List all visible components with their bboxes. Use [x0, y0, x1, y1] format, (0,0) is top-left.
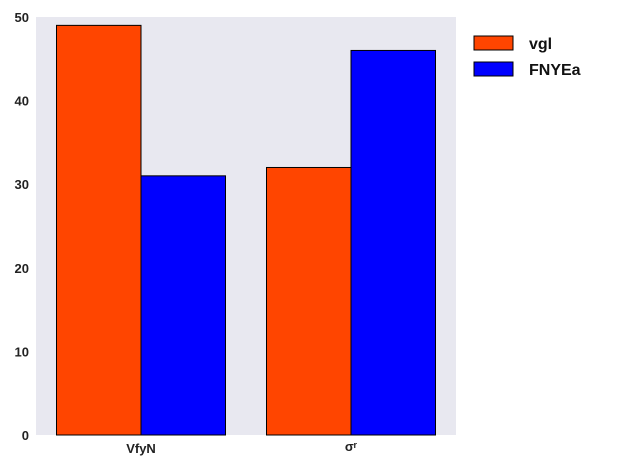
y-tick-label: 10 [15, 344, 29, 359]
legend-swatch-fnyea [473, 61, 514, 77]
y-tick-label: 50 [15, 10, 29, 25]
bar-vgl-sigma-r [266, 166, 352, 436]
legend-label-fnyea: FNYEa [529, 62, 581, 79]
x-axis: VfyN σʳ [126, 439, 358, 456]
legend-label-vgl: vgl [529, 36, 552, 53]
bar-fnyea-sigma-r [350, 49, 436, 436]
bar-fnyea-vfyn [140, 175, 226, 436]
y-tick-label: 40 [15, 94, 29, 109]
legend-swatch-vgl [473, 35, 514, 51]
y-tick-label: 0 [22, 428, 29, 443]
bar-vgl-vfyn [56, 24, 142, 436]
y-tick-label: 20 [15, 261, 29, 276]
x-tick-label: VfyN [126, 441, 156, 456]
bars-group [56, 24, 436, 436]
x-tick-label: σʳ [345, 439, 358, 454]
legend: vgl FNYEa [473, 35, 581, 79]
y-axis: 0 10 20 30 40 50 [15, 10, 29, 443]
y-tick-label: 30 [15, 177, 29, 192]
